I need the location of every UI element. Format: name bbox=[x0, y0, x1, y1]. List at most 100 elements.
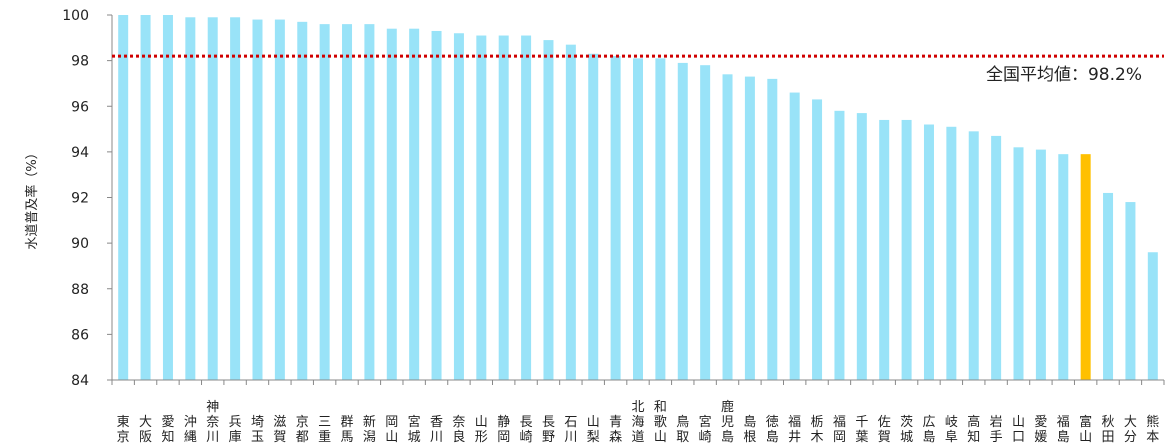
bar-新潟 bbox=[364, 24, 375, 380]
bar-富山 bbox=[1080, 154, 1091, 380]
y-tick-label: 90 bbox=[71, 236, 89, 252]
category-label: 千葉 bbox=[855, 415, 868, 445]
category-label: 愛媛 bbox=[1034, 415, 1047, 445]
category-label: 新潟 bbox=[363, 414, 376, 445]
bar-高知 bbox=[968, 131, 979, 380]
bar-茨城 bbox=[901, 119, 912, 380]
y-tick-label: 94 bbox=[71, 145, 89, 161]
category-label: 愛知 bbox=[161, 415, 174, 445]
category-label: 大阪 bbox=[139, 415, 152, 445]
bar-鹿児島 bbox=[722, 74, 733, 380]
category-label: 三重 bbox=[318, 415, 331, 445]
y-tick-label: 88 bbox=[71, 282, 89, 298]
bar-山梨 bbox=[588, 53, 599, 380]
bar-山形 bbox=[476, 35, 487, 380]
category-label: 秋田 bbox=[1102, 415, 1115, 445]
category-label: 岩手 bbox=[990, 415, 1003, 445]
average-overlay-group: 全国平均値：98.2% bbox=[112, 54, 1164, 89]
category-label: 北海道 bbox=[631, 400, 644, 445]
bar-広島 bbox=[923, 124, 934, 380]
average-label: 全国平均値：98.2% bbox=[986, 65, 1142, 85]
bar-石川 bbox=[565, 44, 576, 380]
y-axis-label: 水道普及率（%） bbox=[24, 146, 40, 249]
bar-大分 bbox=[1125, 202, 1136, 380]
category-label: 山口 bbox=[1012, 415, 1025, 445]
bar-和歌山 bbox=[655, 58, 666, 381]
category-label: 福島 bbox=[1057, 415, 1070, 445]
category-label: 兵庫 bbox=[229, 415, 242, 445]
bar-宮城 bbox=[409, 28, 420, 380]
bar-青森 bbox=[610, 56, 621, 381]
category-label: 島根 bbox=[743, 415, 756, 445]
bar-福井 bbox=[789, 92, 800, 380]
category-label: 広島 bbox=[922, 415, 935, 445]
category-label: 群馬 bbox=[341, 415, 354, 445]
category-label: 福井 bbox=[788, 415, 801, 445]
category-label: 徳島 bbox=[766, 415, 779, 445]
bar-福岡 bbox=[834, 110, 845, 380]
category-label: 富山 bbox=[1079, 414, 1092, 445]
y-tick-label: 86 bbox=[71, 327, 89, 343]
bar-岩手 bbox=[991, 135, 1002, 380]
bar-兵庫 bbox=[230, 17, 241, 381]
category-label: 沖縄 bbox=[184, 415, 197, 445]
bar-千葉 bbox=[856, 113, 867, 380]
bar-岐阜 bbox=[946, 126, 957, 380]
category-label: 香川 bbox=[430, 415, 443, 445]
y-tick-label: 98 bbox=[71, 54, 89, 70]
bar-静岡 bbox=[498, 35, 509, 380]
y-tick-label: 84 bbox=[71, 373, 89, 389]
category-label: 長野 bbox=[542, 415, 555, 445]
bar-岡山 bbox=[386, 28, 397, 380]
bar-福島 bbox=[1058, 154, 1069, 380]
category-label: 滋賀 bbox=[273, 415, 286, 445]
category-label: 東京 bbox=[117, 414, 130, 445]
category-label: 佐賀 bbox=[878, 415, 891, 445]
bar-滋賀 bbox=[274, 19, 285, 381]
category-label: 山形 bbox=[475, 415, 488, 445]
bar-群馬 bbox=[342, 24, 353, 380]
bar-東京 bbox=[118, 15, 129, 380]
bar-栃木 bbox=[812, 99, 823, 380]
bar-徳島 bbox=[767, 78, 778, 381]
category-label: 宮崎 bbox=[699, 414, 712, 445]
bar-愛知 bbox=[162, 15, 173, 380]
category-label: 高知 bbox=[967, 414, 980, 445]
category-label: 栃木 bbox=[811, 415, 824, 445]
y-tick-label: 92 bbox=[71, 191, 89, 207]
category-label: 岡山 bbox=[385, 415, 398, 445]
bar-長崎 bbox=[521, 35, 532, 380]
category-label: 鳥取 bbox=[676, 415, 689, 445]
bar-埼玉 bbox=[252, 19, 263, 381]
bar-熊本 bbox=[1147, 252, 1158, 380]
bar-沖縄 bbox=[185, 17, 196, 381]
category-label: 大分 bbox=[1124, 415, 1137, 445]
bar-大阪 bbox=[140, 15, 151, 380]
category-label: 奈良 bbox=[452, 415, 465, 445]
bar-神奈川 bbox=[207, 17, 218, 381]
bar-佐賀 bbox=[879, 119, 890, 380]
bar-秋田 bbox=[1103, 192, 1114, 380]
category-label: 神奈川 bbox=[206, 400, 219, 445]
category-label: 福岡 bbox=[833, 415, 846, 445]
category-label: 茨城 bbox=[900, 415, 913, 445]
bar-京都 bbox=[297, 21, 308, 381]
category-label: 鹿児島 bbox=[721, 399, 734, 445]
bar-島根 bbox=[744, 76, 755, 380]
y-tick-label: 100 bbox=[62, 8, 89, 24]
bar-奈良 bbox=[453, 33, 464, 380]
category-label: 静岡 bbox=[497, 415, 510, 445]
axes-group: 84 86 88 90 92 94 96 98 100 水道普及率（%） bbox=[24, 8, 1165, 389]
category-label: 宮城 bbox=[408, 414, 421, 445]
bar-香川 bbox=[431, 30, 442, 380]
category-label: 和歌山 bbox=[654, 400, 667, 445]
category-label: 熊本 bbox=[1146, 414, 1159, 445]
category-label: 青森 bbox=[609, 415, 622, 445]
category-label: 長崎 bbox=[520, 415, 533, 445]
bar-三重 bbox=[319, 24, 330, 380]
category-label: 石川 bbox=[564, 415, 577, 445]
category-label: 埼玉 bbox=[251, 415, 264, 445]
category-labels-group: 東京大阪愛知沖縄神奈川兵庫埼玉滋賀京都三重群馬新潟岡山宮城香川奈良山形静岡長崎長… bbox=[117, 399, 1160, 445]
